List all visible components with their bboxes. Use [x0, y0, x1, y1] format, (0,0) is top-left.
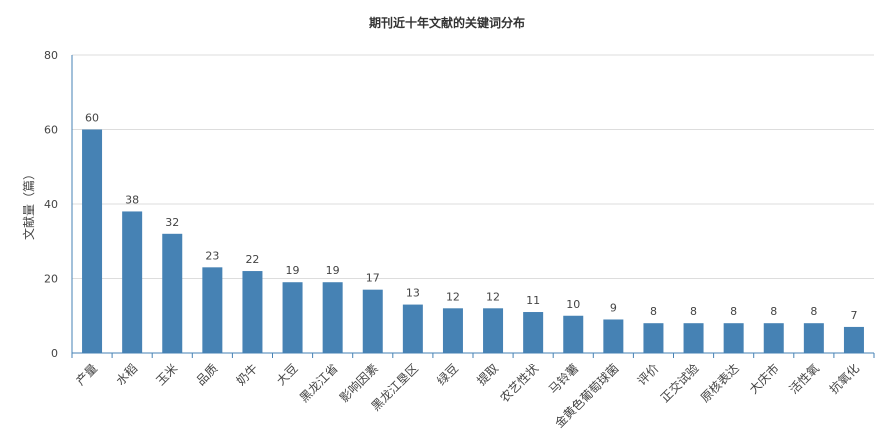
bars	[82, 129, 864, 353]
category-label: 原核表达	[698, 361, 742, 405]
data-label: 23	[205, 249, 219, 262]
bar	[122, 211, 143, 353]
data-label: 32	[165, 216, 179, 229]
bar	[442, 308, 463, 353]
y-tick-label: 40	[44, 198, 58, 211]
bar	[603, 319, 624, 353]
category-label: 抗氧化	[826, 361, 862, 397]
y-tick-label: 0	[51, 347, 58, 360]
bar	[242, 271, 263, 353]
category-label: 提取	[474, 361, 502, 389]
category-label: 马铃薯	[545, 361, 581, 397]
data-label: 8	[730, 305, 737, 318]
bar	[402, 304, 423, 353]
chart-title: 期刊近十年文献的关键词分布	[368, 16, 525, 30]
data-label: 22	[245, 253, 259, 266]
y-axis-title: 文献量（篇）	[21, 168, 36, 240]
data-label: 38	[125, 193, 139, 206]
data-label: 10	[566, 298, 580, 311]
bar	[643, 323, 664, 353]
y-tick-label: 20	[44, 273, 58, 286]
data-label: 17	[366, 272, 380, 285]
bar	[202, 267, 223, 353]
bar	[563, 315, 584, 353]
bar	[843, 326, 864, 353]
bar	[683, 323, 704, 353]
data-label: 19	[326, 264, 340, 277]
category-label: 奶牛	[233, 361, 261, 389]
category-label: 评价	[635, 361, 662, 388]
data-label: 11	[526, 294, 540, 307]
data-label: 8	[810, 305, 817, 318]
bar	[162, 233, 183, 353]
bar	[282, 282, 303, 353]
bar	[763, 323, 784, 353]
data-label: 19	[286, 264, 300, 277]
category-label: 正交试验	[657, 361, 702, 406]
category-label: 农艺性状	[497, 361, 541, 405]
data-label: 8	[650, 305, 657, 318]
category-label: 活性氧	[787, 361, 822, 396]
grid-lines	[72, 54, 874, 279]
y-tick-label: 80	[44, 49, 58, 62]
category-label: 黑龙江省	[297, 361, 341, 405]
bar	[322, 282, 343, 353]
category-label: 品质	[194, 361, 221, 388]
bar	[523, 312, 544, 353]
data-label: 8	[690, 305, 697, 318]
data-label: 60	[85, 112, 99, 125]
category-label: 水稻	[113, 361, 140, 388]
category-label: 产量	[73, 361, 100, 388]
bar	[483, 308, 504, 353]
bar	[82, 129, 103, 353]
category-label: 玉米	[153, 361, 180, 388]
data-label: 8	[770, 305, 777, 318]
data-label: 12	[486, 290, 500, 303]
category-label: 大豆	[274, 361, 301, 388]
bar	[723, 323, 744, 353]
data-label: 12	[446, 290, 460, 303]
data-label: 9	[610, 301, 617, 314]
bar	[362, 289, 383, 353]
axes	[71, 55, 875, 358]
y-tick-label: 60	[44, 124, 58, 137]
data-label: 7	[850, 309, 857, 322]
category-label: 绿豆	[433, 361, 461, 389]
data-label: 13	[406, 287, 420, 300]
bar	[803, 323, 824, 353]
category-label: 大庆市	[746, 361, 782, 397]
